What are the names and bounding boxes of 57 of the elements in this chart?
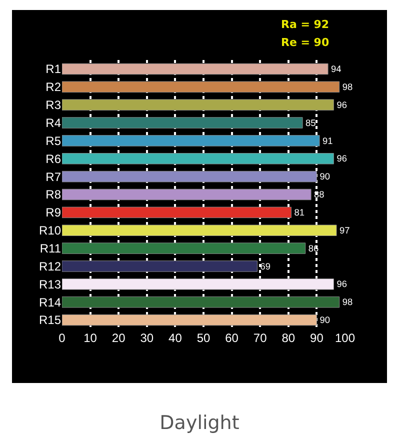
bar (62, 242, 306, 254)
data-label: 94 (331, 64, 342, 74)
y-tick-label: R4 (46, 116, 62, 130)
bar (62, 188, 312, 200)
bar (62, 99, 334, 110)
y-tick-label: R14 (38, 295, 62, 310)
data-label: 81 (294, 208, 304, 218)
x-tick-label: 80 (282, 331, 296, 345)
data-label: 98 (342, 297, 353, 308)
data-label: 96 (336, 279, 347, 290)
x-tick-label: 0 (58, 331, 66, 345)
x-tick-label: 20 (112, 331, 126, 345)
data-label: 90 (320, 315, 330, 326)
bar (62, 260, 258, 272)
text: Ra = 92 (281, 18, 330, 31)
y-tick-label: R7 (46, 170, 62, 184)
text: Daylight (158, 412, 240, 434)
bar (62, 135, 320, 146)
x-tick-label: 50 (196, 331, 210, 345)
bar (62, 153, 334, 164)
data-label: 97 (340, 225, 350, 236)
y-tick-label: R10 (38, 224, 62, 238)
data-label: 96 (336, 154, 347, 164)
y-tick-label: R8 (46, 188, 62, 202)
bar (62, 314, 317, 326)
x-tick-label: 30 (140, 331, 154, 345)
data-label: 98 (342, 82, 353, 92)
bar (62, 224, 337, 236)
x-tick-label: 90 (310, 331, 324, 345)
x-tick-label: 10 (84, 331, 98, 345)
y-tick-label: R13 (38, 277, 62, 292)
y-tick-label: R5 (46, 134, 62, 148)
bar (62, 278, 334, 290)
y-tick-label: R11 (40, 242, 62, 256)
y-tick-label: R2 (46, 80, 62, 94)
y-tick-label: R6 (46, 152, 62, 166)
x-tick-label: 60 (225, 331, 239, 345)
bar (62, 206, 292, 218)
x-tick-label: 100 (334, 331, 356, 345)
bar (62, 296, 340, 308)
x-tick-label: 70 (253, 331, 268, 345)
bar (62, 170, 317, 182)
bar (62, 81, 340, 93)
bar (62, 63, 328, 75)
data-label: 85 (306, 118, 316, 128)
x-tick-label: 40 (168, 331, 182, 345)
y-tick-label: R1 (46, 62, 62, 76)
y-tick-label: R12 (38, 259, 62, 274)
y-tick-label: R3 (46, 98, 62, 112)
y-tick-label: R9 (46, 206, 62, 220)
data-label: 90 (320, 172, 330, 182)
data-label: 69 (260, 261, 271, 272)
data-label: 91 (322, 136, 333, 146)
data-label: 96 (336, 100, 347, 110)
text: Re = 90 (281, 36, 330, 49)
bar (62, 117, 303, 128)
y-tick-label: R15 (38, 313, 62, 328)
